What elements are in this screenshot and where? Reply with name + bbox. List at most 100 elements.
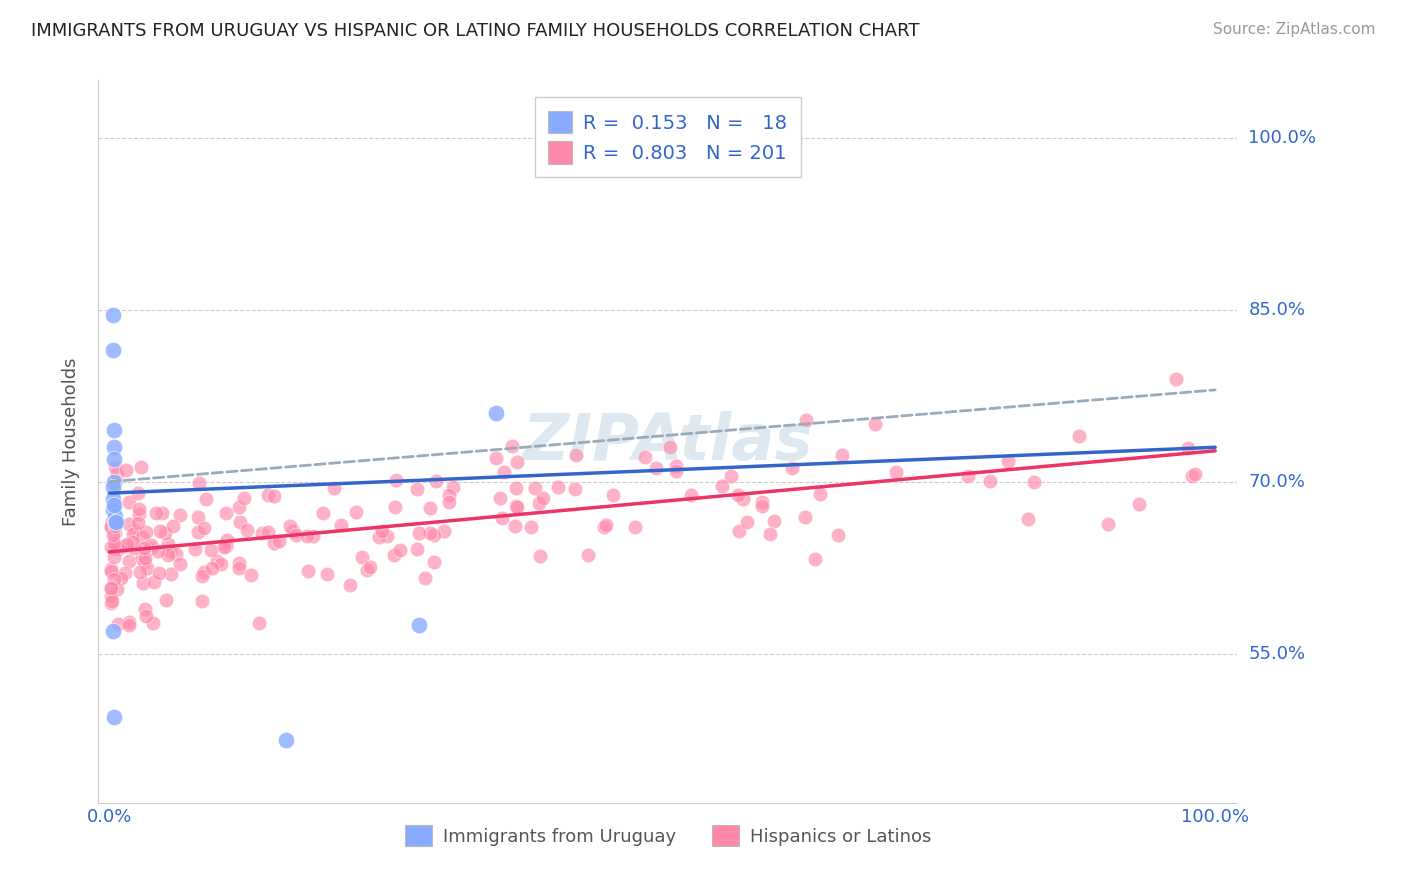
Point — [190, 569, 212, 583]
Point — [1069, 428, 1091, 442]
Point — [184, 542, 207, 557]
Point — [103, 536, 125, 550]
Point — [194, 491, 217, 506]
Point — [406, 541, 429, 556]
Point — [492, 465, 515, 479]
Point — [104, 515, 127, 529]
Point — [505, 481, 527, 495]
Point — [979, 474, 1001, 488]
Point — [1180, 469, 1202, 483]
Point — [101, 528, 124, 542]
Point — [634, 450, 657, 464]
Point — [759, 526, 782, 541]
Point — [505, 499, 527, 513]
Point — [100, 540, 122, 554]
Point — [384, 500, 406, 515]
Point — [441, 479, 464, 493]
Point — [356, 563, 378, 577]
Point — [100, 520, 122, 534]
Point — [711, 479, 734, 493]
Point — [101, 491, 124, 506]
Point — [733, 491, 755, 506]
Point — [419, 501, 441, 516]
Point — [665, 464, 688, 478]
Point — [527, 496, 550, 510]
Point — [101, 503, 124, 517]
Point — [228, 500, 250, 514]
Point — [187, 510, 209, 524]
Point — [107, 542, 129, 557]
Point — [423, 528, 446, 542]
Point — [1128, 497, 1150, 511]
Point — [408, 618, 430, 632]
Point — [155, 592, 177, 607]
Point — [104, 460, 127, 475]
Point — [329, 518, 352, 533]
Point — [132, 541, 155, 556]
Point — [187, 476, 209, 491]
Point — [103, 451, 125, 466]
Point — [160, 566, 183, 581]
Point — [193, 565, 215, 579]
Point — [193, 521, 215, 535]
Point — [529, 549, 551, 563]
Point — [602, 488, 624, 502]
Point — [142, 615, 165, 630]
Point — [115, 463, 138, 477]
Point — [250, 525, 273, 540]
Point — [276, 732, 298, 747]
Point — [117, 537, 139, 551]
Point — [100, 565, 122, 579]
Point — [100, 581, 122, 595]
Text: 100.0%: 100.0% — [1249, 128, 1316, 146]
Point — [236, 523, 259, 537]
Point — [105, 540, 128, 554]
Text: ZIPAtlas: ZIPAtlas — [523, 410, 813, 473]
Point — [437, 488, 460, 502]
Point — [751, 499, 773, 513]
Point — [257, 525, 280, 540]
Point — [136, 561, 159, 575]
Point — [118, 517, 141, 532]
Point — [720, 468, 742, 483]
Point — [205, 554, 228, 568]
Point — [595, 518, 617, 533]
Point — [389, 542, 412, 557]
Point — [139, 541, 162, 556]
Point — [257, 488, 280, 502]
Point — [524, 481, 547, 495]
Point — [665, 458, 688, 473]
Legend: Immigrants from Uruguay, Hispanics or Latinos: Immigrants from Uruguay, Hispanics or La… — [395, 816, 941, 855]
Point — [385, 473, 408, 487]
Point — [297, 528, 319, 542]
Point — [105, 515, 128, 529]
Point — [368, 530, 391, 544]
Point — [135, 609, 157, 624]
Point — [339, 578, 361, 592]
Point — [506, 455, 529, 469]
Point — [128, 566, 150, 580]
Point — [127, 516, 149, 530]
Point — [531, 491, 554, 505]
Point — [359, 560, 381, 574]
Point — [371, 524, 394, 538]
Point — [506, 500, 529, 514]
Point — [150, 506, 173, 520]
Point — [501, 439, 523, 453]
Point — [104, 526, 127, 541]
Point — [100, 515, 122, 529]
Point — [229, 515, 252, 529]
Point — [233, 491, 256, 506]
Text: 70.0%: 70.0% — [1249, 473, 1305, 491]
Point — [425, 474, 447, 488]
Point — [134, 550, 156, 565]
Point — [118, 495, 141, 509]
Point — [128, 502, 150, 516]
Point — [794, 509, 817, 524]
Point — [100, 581, 122, 595]
Point — [1177, 441, 1199, 455]
Point — [485, 451, 508, 466]
Point — [344, 505, 367, 519]
Point — [659, 440, 682, 454]
Point — [169, 508, 191, 522]
